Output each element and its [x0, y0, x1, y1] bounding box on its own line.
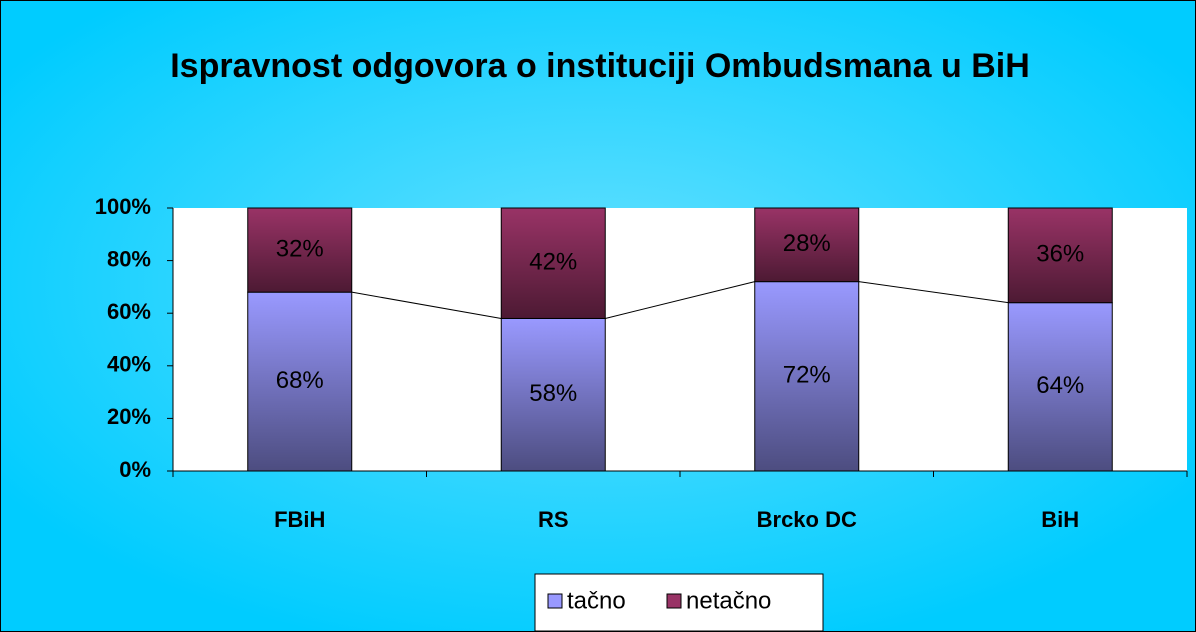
x-tick-label: RS	[538, 507, 569, 532]
x-tick-label: BiH	[1041, 507, 1079, 532]
data-label: 42%	[529, 249, 577, 276]
data-label: 68%	[276, 367, 324, 394]
bar-shade	[754, 207, 860, 283]
legend-label: netačno	[686, 587, 771, 614]
chart-title: Ispravnost odgovora o instituciji Ombuds…	[170, 47, 1030, 85]
bar-shade	[754, 281, 860, 472]
x-tick-label: FBiH	[274, 507, 325, 532]
x-tick-label: Brcko DC	[757, 507, 857, 532]
data-label: 32%	[276, 235, 324, 262]
data-label: 72%	[783, 362, 831, 389]
y-tick-label: 100%	[95, 194, 151, 219]
y-tick-label: 0%	[119, 457, 151, 482]
legend-swatch	[547, 593, 563, 609]
bar-shade	[1007, 207, 1113, 304]
data-label: 36%	[1036, 241, 1084, 268]
series-line	[351, 291, 502, 319]
series-line	[605, 281, 755, 319]
bar-shade	[247, 291, 353, 472]
series-line	[858, 281, 1009, 304]
data-label: 64%	[1036, 372, 1084, 399]
bar-shade	[500, 207, 606, 319]
data-label: 58%	[529, 380, 577, 407]
y-tick-label: 40%	[107, 352, 151, 377]
legend-label: tačno	[567, 587, 626, 614]
y-tick-label: 80%	[107, 246, 151, 271]
legend-swatch	[666, 593, 682, 609]
bar-shade	[247, 207, 353, 293]
y-tick-label: 20%	[107, 404, 151, 429]
data-label: 28%	[783, 230, 831, 257]
bar-shade	[500, 317, 606, 472]
y-tick-label: 60%	[107, 299, 151, 324]
bar-shade	[1007, 302, 1113, 472]
